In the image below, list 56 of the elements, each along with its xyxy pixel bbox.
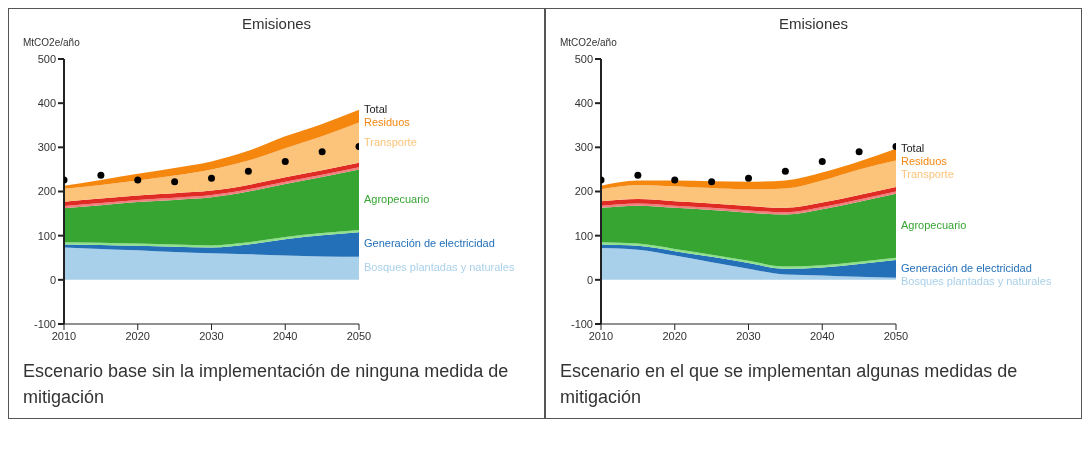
y-tick-label: 200: [574, 185, 593, 198]
x-tick-label: 2050: [346, 329, 372, 342]
chart-title: Emisiones: [240, 15, 313, 32]
x-tick-label: 2020: [125, 329, 150, 342]
point: [134, 176, 142, 184]
annotation: Total: [364, 102, 388, 115]
point: [244, 167, 252, 175]
y-tick-label: 0: [49, 273, 56, 286]
y-tick-label: -100: [570, 317, 593, 330]
x-tick-label: 2040: [810, 329, 835, 342]
y-tick-label: 0: [586, 273, 593, 286]
y-tick-label: 500: [37, 52, 56, 65]
y-axis-title: MtCO2e/año: [560, 37, 617, 48]
point: [281, 157, 289, 165]
point: [171, 178, 179, 186]
point: [708, 178, 716, 186]
point: [855, 148, 863, 156]
y-tick-label: 500: [574, 52, 593, 65]
text: Escenario en el que se implementan algunas medidas de mitigación: [560, 360, 1019, 409]
series-label: Transporte: [901, 167, 954, 180]
x-tick-label: 2030: [736, 329, 761, 342]
x-tick-label: 2020: [662, 329, 687, 342]
series-label: Generación de electricidad: [901, 261, 1032, 274]
point: [208, 174, 215, 182]
y-tick-label: 100: [37, 229, 56, 242]
y-tick-label: -100: [33, 317, 56, 330]
point: [745, 174, 752, 182]
point: [634, 171, 642, 179]
series-label: Bosques plantadas y naturales: [901, 274, 1052, 287]
y-tick-label: 300: [574, 141, 593, 154]
point: [781, 167, 789, 175]
point: [671, 176, 679, 184]
x-tick-label: 2050: [883, 329, 909, 342]
point: [318, 148, 326, 156]
series-label: Agropecuario: [364, 192, 430, 205]
y-tick-label: 200: [37, 185, 56, 198]
x-tick-label: 2030: [199, 329, 224, 342]
y-tick-label: 300: [37, 141, 56, 154]
chart-title: Emisiones: [777, 15, 850, 32]
point: [97, 171, 105, 179]
series-label: Residuos: [901, 154, 948, 167]
y-tick-label: 400: [574, 97, 593, 110]
series-label: Transporte: [364, 135, 417, 148]
x-tick-label: 2010: [588, 329, 614, 342]
series-label: Residuos: [364, 115, 411, 128]
y-tick-label: 400: [37, 97, 56, 110]
annotation: Total: [901, 141, 925, 154]
text: Escenario base sin la implementación de ninguna medida de mitigación: [23, 360, 510, 409]
series-label: Bosques plantadas y naturales: [364, 261, 515, 274]
x-tick-label: 2010: [51, 329, 77, 342]
y-axis-title: MtCO2e/año: [23, 37, 80, 48]
series-label: Generación de electricidad: [364, 237, 495, 250]
series-label: Agropecuario: [901, 218, 967, 231]
point: [818, 157, 826, 165]
y-tick-label: 100: [574, 229, 593, 242]
x-tick-label: 2040: [273, 329, 298, 342]
